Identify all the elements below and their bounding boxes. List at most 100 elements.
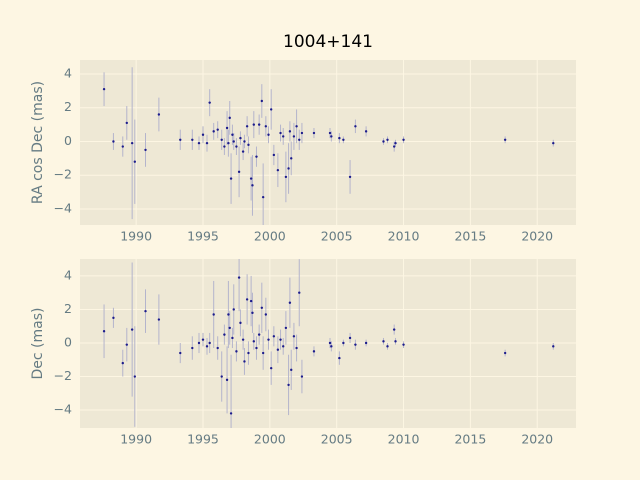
x-tick-label: 1990 bbox=[120, 229, 152, 244]
data-point bbox=[338, 356, 341, 360]
data-point bbox=[276, 348, 280, 351]
data-point bbox=[284, 175, 288, 179]
data-point bbox=[288, 130, 292, 133]
data-point bbox=[235, 350, 238, 353]
data-point bbox=[386, 138, 389, 142]
data-point bbox=[386, 345, 389, 348]
data-point bbox=[261, 351, 265, 355]
y-tick-label: 4 bbox=[64, 66, 72, 81]
data-point bbox=[225, 378, 229, 382]
data-point bbox=[220, 138, 223, 142]
data-point bbox=[205, 345, 209, 348]
data-point bbox=[191, 346, 194, 350]
data-point bbox=[276, 168, 280, 172]
data-point bbox=[157, 318, 161, 321]
data-point bbox=[267, 338, 270, 341]
data-point bbox=[239, 321, 242, 325]
data-point bbox=[239, 136, 242, 140]
data-point bbox=[402, 343, 405, 346]
x-tick-label: 2000 bbox=[254, 432, 286, 447]
data-point bbox=[300, 375, 304, 378]
x-tick-label: 2015 bbox=[454, 229, 486, 244]
data-point bbox=[269, 366, 273, 370]
data-point bbox=[133, 160, 137, 163]
data-point bbox=[260, 99, 264, 103]
data-point bbox=[225, 126, 229, 130]
data-point bbox=[241, 338, 245, 341]
data-point bbox=[232, 308, 235, 311]
data-point bbox=[235, 145, 238, 148]
data-point bbox=[382, 140, 385, 143]
data-point bbox=[503, 351, 507, 355]
data-point bbox=[354, 343, 357, 346]
data-point bbox=[229, 412, 233, 415]
data-point bbox=[295, 346, 298, 350]
data-point bbox=[342, 341, 345, 345]
data-point bbox=[300, 131, 304, 135]
data-point bbox=[264, 313, 268, 316]
data-point bbox=[364, 341, 368, 345]
data-point bbox=[241, 150, 245, 153]
x-tick-label: 1995 bbox=[187, 229, 219, 244]
data-point bbox=[125, 121, 128, 125]
y-tick-label: 4 bbox=[64, 267, 72, 282]
data-point bbox=[354, 125, 357, 128]
y-tick-label: 2 bbox=[64, 99, 72, 114]
data-point bbox=[237, 170, 241, 174]
data-point bbox=[382, 340, 385, 343]
x-tick-label: 2015 bbox=[454, 432, 486, 447]
data-point bbox=[208, 101, 211, 104]
data-point bbox=[144, 309, 147, 313]
data-point bbox=[227, 141, 230, 145]
data-point bbox=[348, 175, 352, 179]
data-point bbox=[228, 326, 231, 330]
data-point bbox=[282, 345, 285, 348]
data-point bbox=[287, 167, 290, 170]
data-point bbox=[228, 116, 231, 120]
data-point bbox=[394, 141, 397, 145]
data-point bbox=[243, 360, 246, 363]
data-point bbox=[255, 155, 258, 158]
data-point bbox=[292, 135, 296, 138]
x-tick-label: 2010 bbox=[388, 229, 420, 244]
data-point bbox=[282, 135, 285, 138]
data-point bbox=[227, 313, 230, 316]
x-tick-label: 1995 bbox=[187, 432, 219, 447]
data-point bbox=[402, 138, 405, 142]
data-point bbox=[157, 113, 161, 116]
data-point bbox=[288, 301, 292, 304]
data-point bbox=[255, 346, 258, 350]
data-point bbox=[290, 368, 293, 372]
data-point bbox=[312, 350, 316, 353]
data-point bbox=[392, 145, 396, 148]
data-point bbox=[144, 148, 147, 152]
data-point bbox=[394, 340, 397, 343]
data-point bbox=[216, 128, 219, 131]
data-point bbox=[247, 351, 250, 355]
data-point bbox=[223, 145, 226, 148]
y-tick-label: −2 bbox=[54, 167, 72, 182]
data-point bbox=[552, 345, 555, 348]
data-point bbox=[298, 291, 301, 294]
data-point bbox=[338, 136, 341, 140]
data-point bbox=[212, 130, 215, 133]
data-point bbox=[243, 140, 246, 143]
data-point bbox=[249, 177, 253, 180]
data-point bbox=[237, 276, 241, 279]
data-point bbox=[503, 138, 507, 142]
data-point bbox=[102, 330, 106, 333]
data-point bbox=[201, 338, 205, 341]
chart-title: 1004+141 bbox=[283, 32, 373, 52]
data-point bbox=[232, 140, 235, 143]
data-point bbox=[197, 141, 201, 145]
data-point bbox=[252, 123, 256, 126]
data-point bbox=[216, 346, 219, 350]
data-point bbox=[191, 138, 194, 142]
plot-area bbox=[80, 60, 576, 225]
x-tick-label: 2005 bbox=[321, 229, 353, 244]
data-point bbox=[552, 141, 555, 145]
data-point bbox=[328, 341, 332, 345]
data-point bbox=[264, 125, 268, 128]
data-point bbox=[112, 316, 115, 320]
y-tick-label: 2 bbox=[64, 301, 72, 316]
